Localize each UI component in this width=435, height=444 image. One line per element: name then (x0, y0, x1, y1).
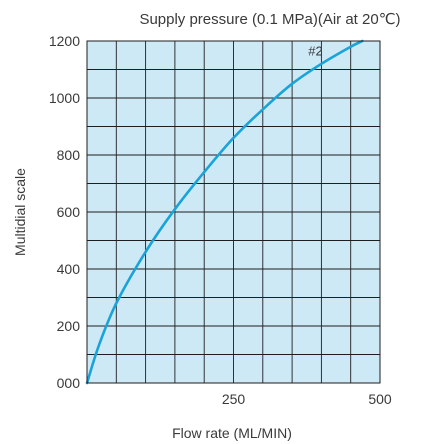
x-axis-label: Flow rate (ML/MIN) (172, 425, 292, 441)
grid (87, 41, 380, 383)
y-tick-label: 000 (57, 375, 81, 391)
chart-title: Supply pressure (0.1 MPa)(Air at 20℃) (139, 11, 400, 28)
y-tick-label: 800 (57, 147, 81, 163)
y-tick-label: 600 (57, 204, 81, 220)
x-tick-label: 250 (222, 391, 246, 407)
y-tick-label: 400 (57, 261, 81, 277)
y-axis-label: Multidial scale (12, 168, 28, 256)
series-annotation: #2 (308, 43, 322, 58)
series-line (85, 39, 364, 385)
x-tick-labels: 250 500 (222, 391, 392, 407)
annotations: #2 (308, 43, 322, 58)
y-tick-label: 1200 (49, 33, 80, 49)
y-tick-label: 200 (57, 318, 81, 334)
series-layer (85, 39, 364, 385)
y-tick-labels: 000 200 400 600 800 1000 1200 (49, 33, 80, 391)
plot-frame (86, 40, 381, 384)
y-tick-label: 1000 (49, 90, 80, 106)
x-tick-label: 500 (368, 391, 392, 407)
